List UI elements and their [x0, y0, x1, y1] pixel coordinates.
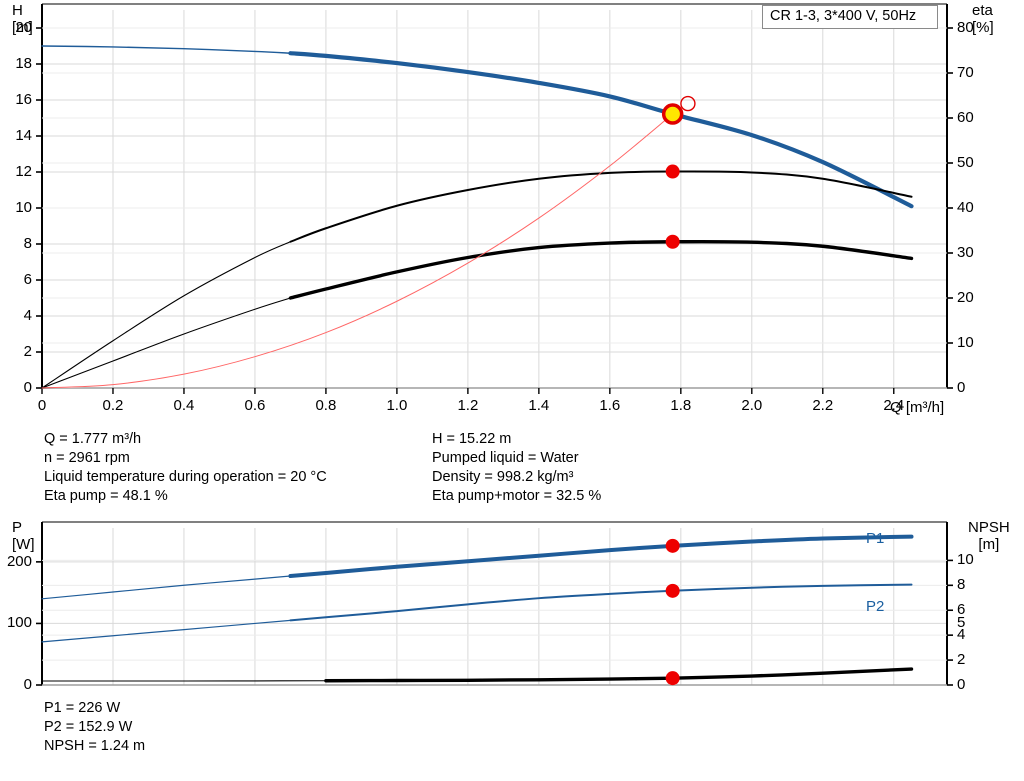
pump-model-title: CR 1-3, 3*400 V, 50Hz: [762, 5, 938, 29]
top-x-tick-10: 2.0: [741, 397, 763, 414]
top-x-tick-3: 0.6: [244, 397, 266, 414]
top-right-axis-title: eta [%]: [972, 2, 994, 36]
bottom-right-axis-title: NPSH [m]: [968, 519, 1010, 553]
top-left-tick-2: 4: [23, 307, 32, 324]
top-right-tick-6: 60: [957, 109, 974, 126]
top-x-tick-8: 1.6: [599, 397, 621, 414]
top-right-tick-3: 30: [957, 244, 974, 261]
p2-curve-label: P2: [866, 598, 885, 615]
top-right-tick-1: 10: [957, 334, 974, 351]
info-right-line-3: Eta pump+motor = 32.5 %: [432, 488, 602, 504]
top-right-tick-5: 50: [957, 154, 974, 171]
info-left-line-0: Q = 1.777 m³/h: [44, 431, 142, 447]
top-x-tick-12: 2.4: [883, 397, 905, 414]
bottom-left-tick-1: 100: [6, 614, 32, 632]
bottom-right-tick-2: 4: [957, 626, 966, 644]
bottom-right-tick-0: 0: [957, 676, 966, 693]
top-left-tick-8: 16: [15, 91, 32, 108]
top-x-tick-7: 1.4: [528, 397, 550, 414]
top-x-tick-2: 0.4: [173, 397, 195, 414]
bottom-left-axis-title: P [W]: [12, 519, 35, 553]
info-right-line-2: Density = 998.2 kg/m³: [432, 469, 574, 485]
top-x-tick-11: 2.2: [812, 397, 834, 414]
top-x-tick-9: 1.8: [670, 397, 692, 414]
bottom-right-tick-4: 6: [957, 601, 966, 619]
top-left-axis-title: H [m]: [12, 2, 33, 36]
bottom-right-tick-6: 10: [957, 551, 974, 569]
bottom-left-tick-2: 200: [6, 552, 32, 570]
top-left-tick-10: 20: [15, 19, 32, 36]
top-left-tick-5: 10: [15, 199, 32, 216]
top-x-tick-5: 1.0: [386, 397, 408, 414]
bottom-right-tick-5: 8: [957, 576, 966, 594]
top-left-tick-4: 8: [23, 235, 32, 252]
bottom-left-tick-0: 0: [23, 676, 32, 693]
info-left-line-3: Eta pump = 48.1 %: [44, 488, 168, 504]
info-right-line-1: Pumped liquid = Water: [432, 450, 579, 466]
top-x-axis-title: Q [m³/h]: [890, 399, 945, 416]
top-right-tick-2: 20: [957, 289, 974, 306]
top-right-tick-4: 40: [957, 199, 974, 216]
info-left-line-1: n = 2961 rpm: [44, 450, 130, 466]
info-bottom-line-0: P1 = 226 W: [44, 700, 121, 716]
info-bottom-line-2: NPSH = 1.24 m: [44, 738, 146, 754]
top-left-tick-6: 12: [15, 163, 32, 180]
top-left-tick-0: 0: [23, 379, 32, 396]
top-right-tick-7: 70: [957, 64, 974, 81]
top-left-tick-3: 6: [23, 271, 32, 288]
bottom-right-tick-3: 5: [957, 613, 966, 631]
p1-curve-label: P1: [866, 530, 885, 547]
top-right-tick-8: 80: [957, 19, 974, 36]
info-left-line-2: Liquid temperature during operation = 20…: [44, 469, 327, 485]
top-right-tick-0: 0: [957, 379, 966, 396]
bottom-right-tick-1: 2: [957, 651, 966, 669]
info-right-line-0: H = 15.22 m: [432, 431, 512, 447]
top-left-tick-7: 14: [15, 127, 32, 144]
top-x-tick-4: 0.8: [315, 397, 337, 414]
top-x-tick-0: 0: [37, 397, 47, 414]
top-x-tick-1: 0.2: [102, 397, 124, 414]
top-x-tick-6: 1.2: [457, 397, 479, 414]
top-left-tick-1: 2: [23, 343, 32, 360]
info-bottom-line-1: P2 = 152.9 W: [44, 719, 133, 735]
top-left-tick-9: 18: [15, 55, 32, 72]
